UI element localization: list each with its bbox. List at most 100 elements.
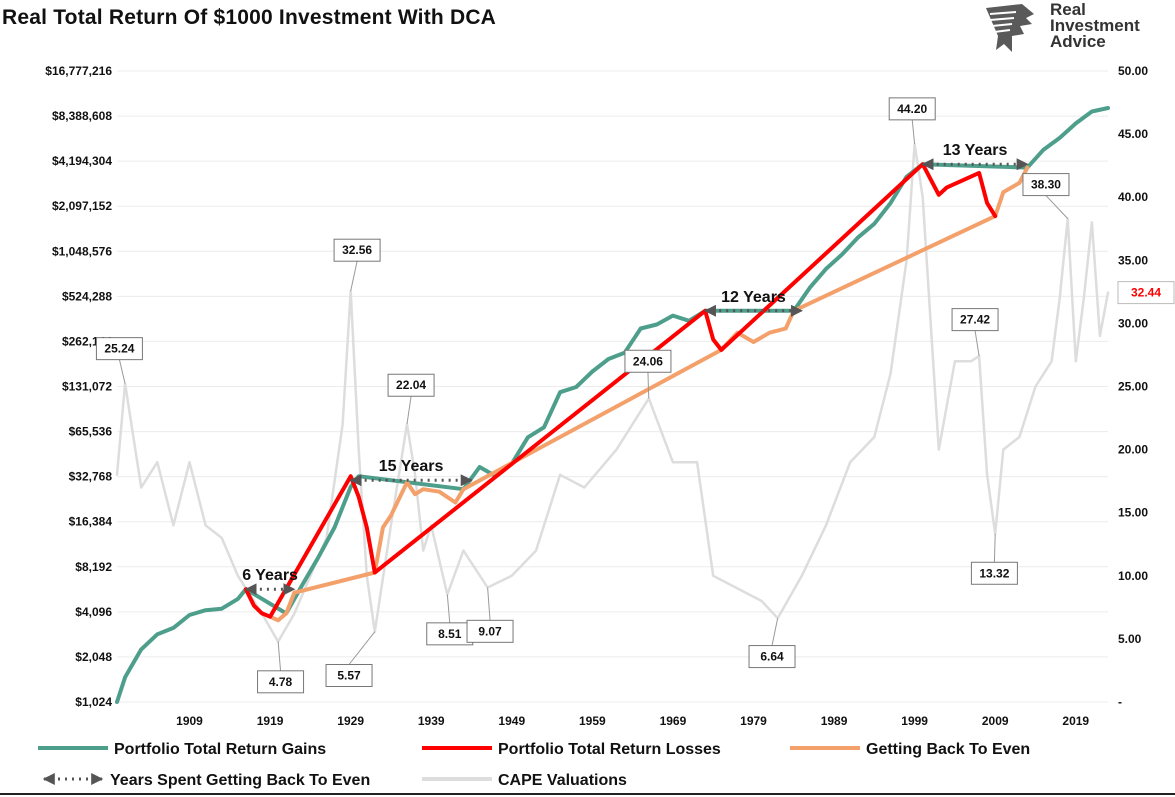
left-tick-label: $4,096 [75,605,112,619]
left-tick-label: $2,048 [75,650,112,664]
right-tick-label: 5.00 [1118,632,1142,646]
callout-box [387,373,435,397]
left-tick-label: $4,194,304 [52,154,112,168]
chart-title: Real Total Return Of $1000 Investment Wi… [2,6,497,29]
legend-label: Portfolio Total Return Losses [498,741,721,758]
right-tick-label: 30.00 [1118,316,1148,330]
callout-value: 32.56 [342,243,372,257]
recovery-period-label: 6 Years [242,567,298,584]
left-tick-label: $16,384 [69,515,113,529]
brand-logo: Real Investment Advice [982,0,1172,56]
recovery-period-label: 13 Years [943,142,1008,159]
x-tick-label: 2019 [1062,714,1089,728]
x-tick-label: 1909 [176,714,203,728]
callout-value: 5.57 [337,668,361,682]
grid-lines [117,70,1108,703]
callout-value: 13.32 [979,566,1009,580]
right-tick-label: 25.00 [1118,380,1148,394]
x-tick-label: 1969 [660,714,687,728]
recovery-period-label: 12 Years [721,289,786,306]
callout-value: 22.04 [396,378,426,392]
callout-leader [1045,195,1069,219]
callout-box [1022,173,1070,197]
recovery-periods: 6 Years 15 Years 12 Years 13 Years [242,142,1029,596]
callout-leader [993,533,996,563]
left-axis: $16,777,216 $8,388,608 $4,194,304 $2,097,15… [45,64,112,709]
callout-value: 44.20 [897,102,927,116]
right-tick-label: 45.00 [1118,127,1148,141]
callout-leader [350,261,358,292]
callout-value: 4.78 [269,675,293,689]
left-tick-label: $1,048,576 [52,244,112,258]
right-tick-label: 35.00 [1118,253,1148,267]
x-tick-label: 1999 [901,714,928,728]
left-tick-label: $2,097,152 [52,199,112,213]
right-tick-label: - [1118,695,1122,709]
portfolio-total-return-gains-line [115,106,1110,704]
current-value: 32.44 [1117,281,1175,305]
callout-leader [406,396,412,424]
callout-value: 38.30 [1031,178,1061,192]
eagle-icon [986,4,1034,52]
callout-value: 27.42 [960,313,990,327]
callout-box [624,349,672,373]
getting-back-to-even-line [268,165,1030,623]
logo-line-2: Investment [1050,16,1140,35]
cape-callouts: 25.24 4.78 32.56 5.57 22.04 8.51 9.07 24.06 6.64… [95,97,1070,694]
legend-label: CAPE Valuations [498,772,627,789]
callout-leader [348,631,376,665]
legend-label: Years Spent Getting Back To Even [110,772,370,789]
callout-box [257,670,305,694]
right-tick-label: 15.00 [1118,506,1148,520]
callout-box [325,663,373,687]
logo-line-1: Real [1050,0,1086,19]
callout-leader [277,641,282,671]
logo-line-3: Advice [1050,32,1106,51]
callout-value: 6.64 [760,650,784,664]
x-tick-label: 1959 [579,714,606,728]
left-tick-label: $16,777,216 [45,64,112,78]
callout-leader [487,587,491,621]
callout-box [95,337,143,361]
right-tick-label: 50.00 [1118,64,1148,78]
left-tick-label: $32,768 [69,470,113,484]
series-layer [115,106,1110,704]
x-tick-label: 1989 [821,714,848,728]
recovery-period-label: 15 Years [379,458,444,475]
legend-label: Getting Back To Even [866,741,1030,758]
left-tick-label: $1,024 [75,695,112,709]
left-tick-label: $8,192 [75,560,112,574]
right-tick-label: 20.00 [1118,443,1148,457]
left-tick-label: $8,388,608 [52,109,112,123]
callout-value: 8.51 [438,627,462,641]
callout-leader [446,594,451,623]
callout-box [333,238,381,262]
callout-value: 24.06 [633,354,663,368]
callout-leader [771,618,779,646]
right-axis: 50.00 45.00 40.00 35.00 30.00 25.00 20.00 15.00… [1118,64,1148,709]
right-tick-label: 10.00 [1118,569,1148,583]
callout-box [951,308,999,332]
current-value-label: 32.44 [1131,286,1161,300]
callout-leader [647,372,650,399]
callout-box [888,97,936,121]
x-tick-label: 1979 [740,714,767,728]
callout-value: 25.24 [104,342,134,356]
callout-leader [974,330,980,357]
right-tick-label: 40.00 [1118,190,1148,204]
current-value-box [1117,281,1175,305]
callout-leader [118,359,126,384]
portfolio-total-return-losses-line [243,162,998,619]
x-tick-label: 1929 [337,714,364,728]
callout-value: 9.07 [478,624,502,638]
callout-leader [911,119,916,145]
x-tick-label: 1939 [418,714,445,728]
left-tick-label: $65,536 [69,425,113,439]
callout-box [466,619,514,643]
x-axis: 1909 1919 1929 1939 1949 1959 1969 1979 1989 1999… [176,714,1089,728]
bottom-rule [0,793,1175,795]
x-tick-label: 1919 [257,714,284,728]
legend: Portfolio Total Return Gains Portfolio To… [38,741,1030,789]
x-tick-label: 2009 [982,714,1009,728]
